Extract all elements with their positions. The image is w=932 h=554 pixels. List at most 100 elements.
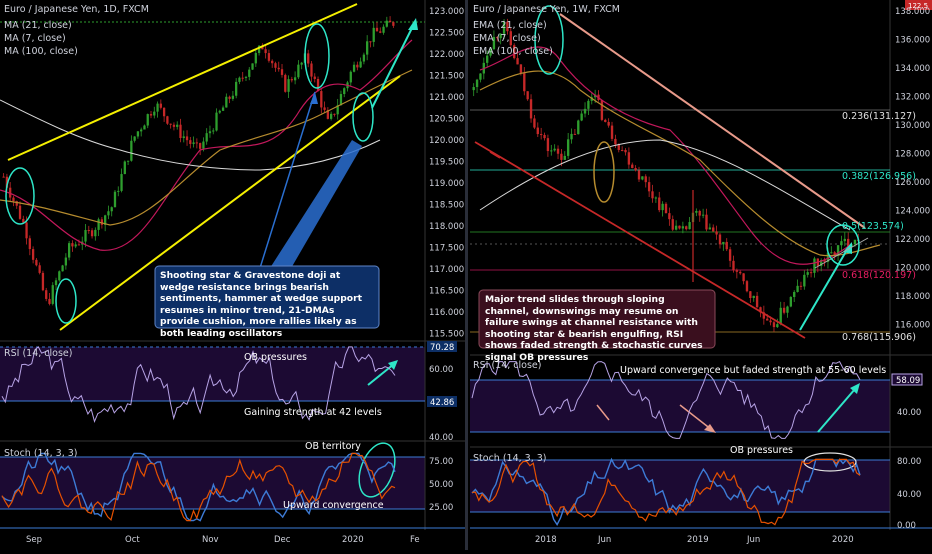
right-candle [762, 312, 766, 319]
left-rsi-arrowhead [388, 360, 398, 370]
left-legend-ma7: MA (7, close) [4, 33, 66, 44]
right-candle [563, 155, 566, 160]
left-x-tick: Sep [26, 535, 42, 545]
right-candle [529, 99, 533, 119]
left-ma7-line [0, 39, 413, 251]
left-candle [231, 95, 235, 99]
right-price-tick: 132.000 [895, 93, 930, 103]
right-x-tick: 2020 [832, 535, 854, 545]
left-candle [117, 190, 120, 192]
right-candle [637, 170, 641, 180]
right-rsi-label: RSI (14, close) [473, 360, 541, 371]
left-candle [366, 41, 369, 55]
left-candle [9, 187, 12, 198]
right-rsi-band [470, 380, 890, 432]
right-candle [796, 285, 799, 292]
right-price-tick: 116.000 [895, 321, 930, 331]
left-stoch-k-line [1, 452, 396, 522]
left-rsi-arrow [367, 363, 395, 386]
right-candle [725, 241, 728, 250]
right-candle [681, 226, 685, 229]
right-candle [587, 100, 590, 109]
left-rsi-label: RSI (14, close) [4, 348, 72, 359]
right-candle [486, 55, 489, 63]
left-rsi-badge-lo [427, 396, 457, 407]
right-candle [654, 197, 658, 199]
left-candle [176, 124, 179, 127]
right-candle [641, 176, 644, 180]
right-candle [715, 231, 718, 235]
left-candle [271, 60, 274, 64]
left-stoch-d-line [1, 452, 396, 522]
left-x-tick: Fe [410, 535, 420, 545]
right-cyan-arrow [799, 247, 849, 331]
left-candle [107, 211, 110, 216]
left-candle [104, 215, 107, 225]
right-stoch-tick: 80.00 [897, 457, 921, 467]
right-rsi-up-arrow [817, 388, 856, 433]
left-candle [18, 205, 22, 219]
right-candle [826, 252, 830, 262]
right-stoch-tick: 0.00 [897, 521, 916, 531]
left-candle [143, 125, 146, 130]
right-ellipse-1 [534, 5, 564, 75]
right-ema7-line [479, 46, 851, 265]
right-candle [610, 125, 614, 139]
left-x-tick: Oct [125, 535, 140, 545]
left-candle [320, 91, 323, 108]
panel-divider [465, 0, 468, 550]
left-rsi-band [0, 347, 425, 401]
right-candle [651, 191, 654, 199]
left-candle [379, 31, 382, 33]
left-candle [218, 110, 221, 113]
right-candle [516, 58, 519, 65]
right-candle [843, 238, 846, 242]
right-x-tick: 2018 [535, 535, 557, 545]
left-candle [94, 229, 97, 237]
right-candle [755, 295, 759, 308]
right-price-tick: 126.000 [895, 178, 930, 188]
right-candle [782, 307, 786, 313]
left-candle [369, 41, 372, 43]
left-candle [172, 124, 176, 127]
left-x-tick: Nov [202, 535, 219, 545]
left-candle [221, 107, 225, 111]
left-candle [5, 176, 9, 188]
right-candle [705, 214, 708, 230]
left-candle [25, 222, 28, 239]
right-note: Major trend slides through sloping chann… [485, 294, 703, 363]
left-stoch-note-2: Upward convergence [283, 500, 384, 511]
right-x-tick: Jun [746, 535, 760, 545]
left-candle [264, 49, 267, 54]
right-ellipse-3 [826, 224, 860, 266]
right-candle [472, 87, 475, 91]
left-candle [375, 27, 379, 32]
right-candle [830, 252, 833, 254]
right-candle [620, 149, 624, 151]
left-candle [133, 136, 136, 141]
right-candle [688, 222, 691, 230]
left-candle [38, 265, 41, 273]
left-cyan-arrow [371, 23, 415, 109]
axis-labels: 123.000 122.500 122.000 121.500 121.000 120.5… [26, 7, 930, 545]
right-price-tick: 124.000 [895, 207, 930, 217]
right-candle [803, 274, 806, 287]
left-price-tick: 118.000 [429, 222, 464, 232]
right-candle [536, 127, 539, 135]
right-note-box [478, 289, 716, 349]
right-candle [631, 164, 634, 169]
left-candle [202, 141, 205, 149]
right-price-tick: 130.000 [895, 121, 930, 131]
right-price-tick: 136.000 [895, 36, 930, 46]
right-candle [722, 241, 725, 245]
left-price-tick: 116.000 [429, 308, 464, 318]
left-candle [156, 103, 159, 112]
right-candle [712, 227, 715, 232]
right-legend-ema7: EMA (7, close) [473, 33, 541, 44]
left-price-tick: 123.000 [429, 7, 464, 17]
left-candle [48, 298, 51, 304]
right-stoch-tick: 40.00 [897, 490, 921, 500]
right-candle [772, 322, 776, 328]
right-candle [735, 270, 739, 272]
